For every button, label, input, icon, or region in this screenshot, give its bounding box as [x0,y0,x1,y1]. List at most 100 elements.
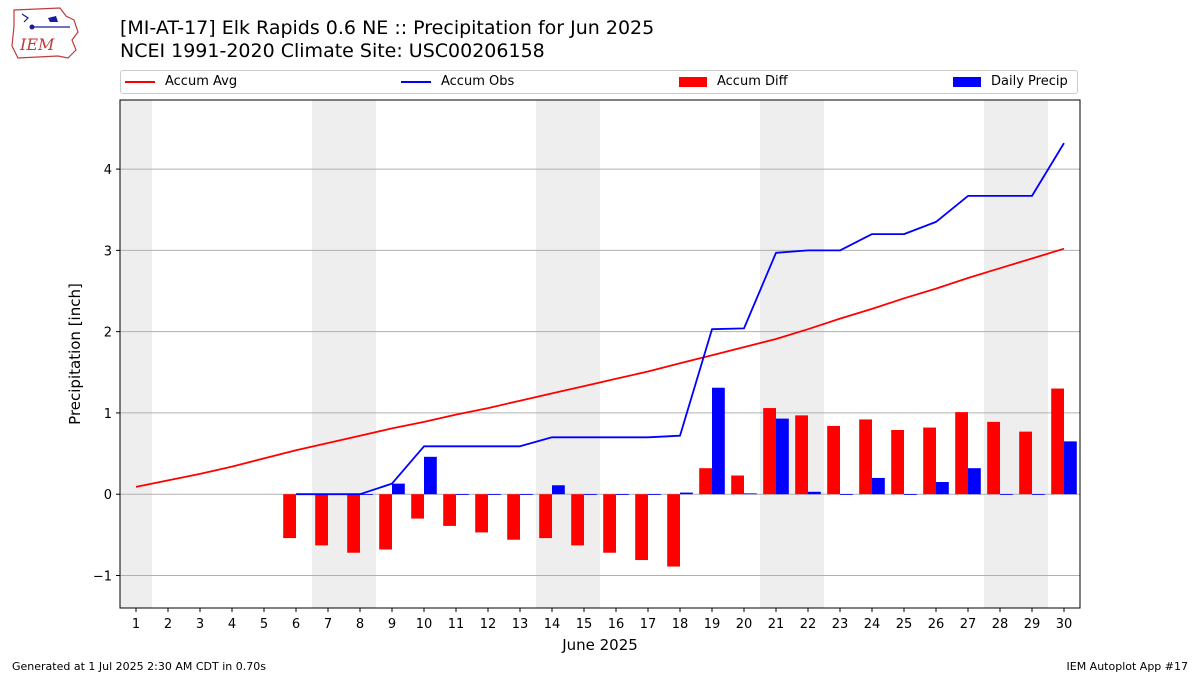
legend-swatch-accum-diff [679,76,707,87]
x-tick-label-1: 1 [132,617,140,632]
daily-precip-bar-13 [520,494,533,496]
accum-diff-bar-9 [379,494,392,550]
x-tick-label-3: 3 [196,617,204,632]
y-axis-label: Precipitation [inch] [66,283,84,425]
daily-precip-bar-27 [968,468,981,495]
weekend-band-4 [984,100,1048,608]
line-series [135,142,1065,496]
y-tick-label-5: 4 [104,163,112,178]
accum-diff-bar-15 [571,494,584,546]
daily-precip-bar-9 [392,483,405,495]
y-tick-label-2: 1 [104,407,112,422]
accum-diff-bar-29 [1019,431,1032,495]
accum-diff-bar-8 [347,494,360,553]
chart-subtitle: NCEI 1991-2020 Climate Site: USC00206158 [120,40,545,62]
accum-diff-bar-14 [539,494,552,539]
iem-logo-text: IEM [19,35,55,54]
x-tick-label-8: 8 [356,617,364,632]
x-tick-label-23: 23 [832,617,849,632]
x-tick-label-2: 2 [164,617,172,632]
daily-precip-bar-24 [872,477,885,495]
daily-precip-bar-30 [1064,441,1077,495]
x-tick-label-22: 22 [800,617,817,632]
legend-swatch-accum-obs [401,80,431,83]
legend-item-accum-diff: Accum Diff [679,74,788,89]
legend-item-accum-obs: Accum Obs [401,74,514,89]
weekend-bands [120,100,1048,608]
daily-precip-bar-22 [808,491,821,495]
x-tick-label-12: 12 [480,617,497,632]
accum-diff-bar-6 [283,494,296,539]
accum-diff-bar-10 [411,494,424,519]
x-tick-label-16: 16 [608,617,625,632]
weekend-band-0 [120,100,152,608]
daily-precip-bar-16 [616,494,629,496]
daily-precip-bar-29 [1032,494,1045,496]
accum-diff-bar-22 [795,415,808,495]
daily-precip-bar-26 [936,482,949,495]
x-tick-label-4: 4 [228,617,236,632]
chart-title: [MI-AT-17] Elk Rapids 0.6 NE :: Precipit… [120,17,655,39]
x-tick-label-7: 7 [324,617,332,632]
accum-diff-bar-18 [667,494,680,567]
accum-diff-bar-12 [475,494,488,533]
y-tick-label-4: 3 [104,244,112,259]
daily-precip-bar-23 [840,494,853,496]
legend-item-daily-precip: Daily Precip [953,74,1068,89]
x-tick-label-5: 5 [260,617,268,632]
accum-avg-line [135,247,1065,488]
accum-diff-bar-25 [891,429,904,495]
accum-diff-bar-20 [731,475,744,495]
accum-diff-bar-16 [603,494,616,553]
accum-diff-bar-13 [507,494,520,540]
legend-swatch-accum-avg [125,80,155,83]
daily-precip-bar-8 [360,494,373,496]
x-tick-label-15: 15 [576,617,593,632]
accum-diff-bar-7 [315,494,328,546]
bar-series [283,387,1077,567]
accum-diff-bar-27 [955,412,968,495]
legend-label-accum-avg: Accum Avg [165,74,238,89]
x-tick-label-13: 13 [512,617,529,632]
x-tick-label-10: 10 [416,617,433,632]
x-axis-ticks: 1 2 3 4 5 6 7 8 9 10 11 12 13 14 15 16 17 18 19 20 21 22 23 24 2… [132,608,1072,632]
accum-diff-bar-19 [699,468,712,495]
accum-diff-bar-21 [763,408,776,495]
plot-frame [119,99,1081,609]
grid-lines [120,168,1080,576]
y-axis-ticks: −1 0 1 2 3 4 [93,163,120,584]
x-tick-label-19: 19 [704,617,721,632]
accum-diff-bar-24 [859,419,872,495]
y-tick-label-3: 2 [104,326,112,341]
daily-precip-bar-14 [552,485,565,495]
accum-obs-line [296,142,1065,496]
x-tick-label-14: 14 [544,617,561,632]
x-tick-label-11: 11 [448,617,465,632]
y-tick-label-0: −1 [93,569,112,584]
accum-diff-bar-23 [827,425,840,495]
x-tick-label-28: 28 [992,617,1009,632]
x-tick-label-6: 6 [292,617,300,632]
daily-precip-bar-17 [648,494,661,496]
x-tick-label-25: 25 [896,617,913,632]
legend-label-accum-diff: Accum Diff [717,74,788,89]
accum-diff-bar-26 [923,427,936,495]
legend-swatch-daily-precip [953,76,981,87]
accum-diff-bar-30 [1051,388,1064,495]
daily-precip-bar-25 [904,494,917,496]
daily-precip-bar-28 [1000,494,1013,496]
x-tick-label-24: 24 [864,617,881,632]
x-tick-label-20: 20 [736,617,753,632]
accum-diff-bar-17 [635,494,648,561]
daily-precip-bar-12 [488,494,501,496]
x-tick-label-9: 9 [388,617,396,632]
x-axis-label: June 2025 [561,636,638,654]
accum-diff-bar-28 [987,421,1000,495]
daily-precip-bar-10 [424,456,437,495]
y-tick-label-1: 0 [104,488,112,503]
iem-logo: IEM [11,7,79,59]
legend-label-accum-obs: Accum Obs [441,74,515,89]
daily-precip-bar-21 [776,418,789,495]
daily-precip-bar-19 [712,387,725,495]
